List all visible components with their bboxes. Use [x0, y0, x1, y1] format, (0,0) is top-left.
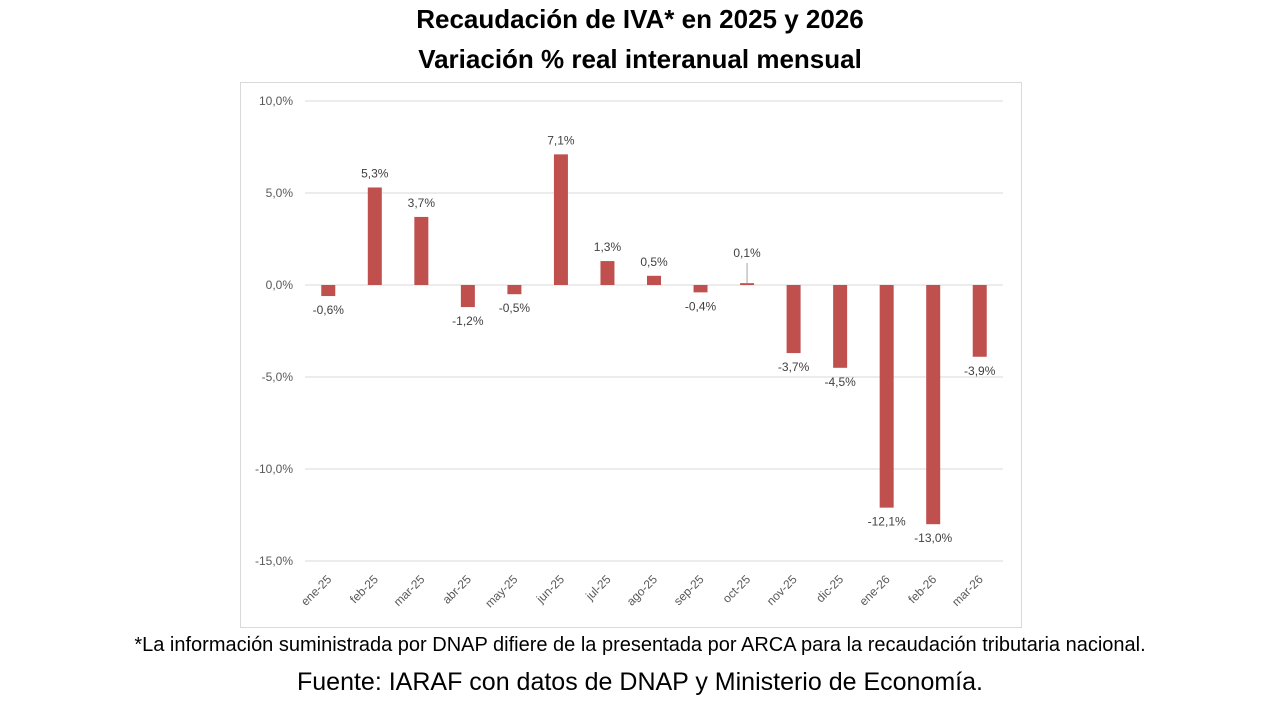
y-tick-label: -15,0%: [255, 554, 293, 568]
bar: [414, 216, 429, 285]
data-label: -3,9%: [964, 364, 996, 378]
footnote: *La información suministrada por DNAP di…: [134, 634, 1146, 656]
data-label: -0,6%: [313, 303, 345, 317]
data-label: -12,1%: [868, 515, 906, 529]
data-label: -4,5%: [824, 375, 856, 389]
x-tick-label: ene-25: [298, 572, 335, 609]
bar: [647, 275, 661, 285]
data-label: -13,0%: [914, 531, 952, 545]
x-tick-label: jun-25: [533, 572, 567, 606]
data-label: 7,1%: [547, 133, 575, 147]
x-tick-label: ene-26: [856, 572, 893, 609]
x-tick-label: abr-25: [440, 572, 475, 607]
bar: [321, 285, 336, 297]
bar: [972, 285, 987, 357]
data-label: -0,4%: [685, 299, 717, 313]
x-tick-label: nov-25: [764, 572, 800, 608]
x-tick-label: mar-26: [949, 572, 986, 609]
x-tick-label: oct-25: [720, 572, 754, 606]
chart-subtitle: Variación % real interanual mensual: [418, 44, 862, 74]
x-tick-label: jul-25: [582, 572, 614, 604]
x-tick-label: sep-25: [671, 572, 707, 608]
bar: [367, 187, 382, 285]
bar: [740, 283, 755, 285]
bar: [507, 285, 522, 295]
bar: [600, 261, 615, 285]
bar: [786, 285, 801, 354]
bar: [926, 285, 941, 525]
x-tick-label: mar-25: [391, 572, 428, 609]
y-tick-label: -10,0%: [255, 462, 293, 476]
source-note: Fuente: IARAF con datos de DNAP y Minist…: [297, 668, 983, 696]
bar: [460, 285, 475, 308]
bar: [553, 154, 568, 285]
chart-area: [240, 82, 1022, 628]
x-tick-label: dic-25: [813, 572, 846, 605]
x-tick-label: ago-25: [624, 572, 661, 609]
bar: [693, 285, 708, 293]
bar: [833, 285, 848, 368]
x-tick-label: may-25: [482, 572, 520, 610]
chart-title: Recaudación de IVA* en 2025 y 2026: [416, 4, 864, 34]
bar: [879, 285, 894, 508]
x-tick-label: feb-25: [347, 572, 381, 606]
data-label: 0,1%: [733, 246, 761, 260]
y-tick-label: -5,0%: [262, 370, 294, 384]
data-label: -3,7%: [778, 360, 810, 374]
data-label: -0,5%: [499, 301, 531, 315]
data-label: 0,5%: [640, 255, 668, 269]
data-label: 1,3%: [594, 240, 622, 254]
y-tick-label: 0,0%: [266, 278, 294, 292]
y-tick-label: 10,0%: [259, 94, 293, 108]
data-label: 5,3%: [361, 166, 389, 180]
data-label: 3,7%: [408, 196, 436, 210]
y-tick-label: 5,0%: [266, 186, 294, 200]
data-label: -1,2%: [452, 314, 484, 328]
x-tick-label: feb-26: [905, 572, 939, 606]
